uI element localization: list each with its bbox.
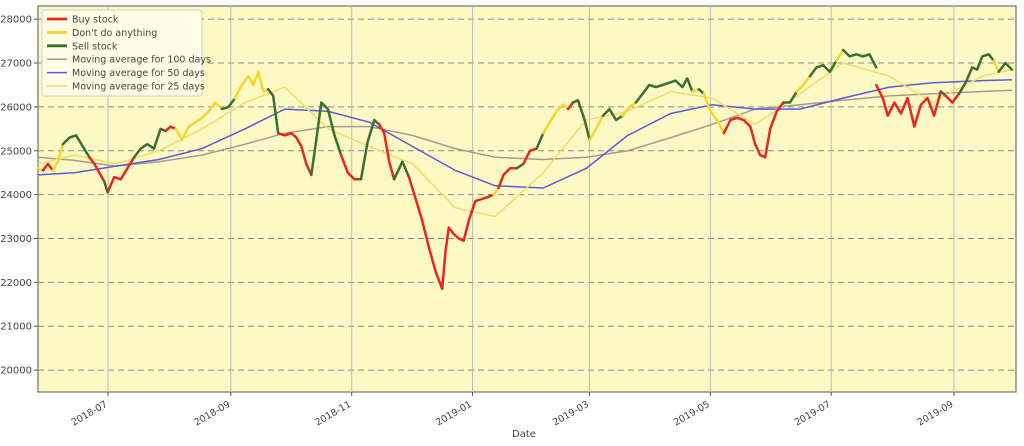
x-tick-label: 2018-07 (70, 399, 110, 428)
price-segment-buy (522, 147, 538, 166)
price-segment-hold (835, 48, 845, 63)
price-segment-buy (497, 167, 518, 190)
y-tick-label: 27000 (0, 59, 32, 70)
price-segment-sell (359, 118, 381, 181)
price-segment-buy (276, 131, 313, 177)
price-segment-sell (957, 53, 996, 95)
price-segment-buy (339, 153, 363, 181)
price-segment-sell (392, 160, 411, 181)
legend-label-ma100: Moving average for 100 days (72, 55, 211, 66)
price-segment-buy (566, 101, 575, 111)
y-tick-label: 21000 (0, 322, 32, 333)
price-segment-sell (535, 131, 545, 150)
price-segment-sell (782, 90, 798, 104)
price-segment-buy (377, 123, 396, 181)
price-signal-lines (36, 48, 1014, 291)
legend-label-ma50: Moving average for 50 days (72, 68, 205, 79)
price-segment-hold (621, 101, 638, 117)
gridlines (38, 6, 1016, 392)
y-tick-label: 28000 (0, 15, 32, 26)
y-axis: 20000 21000 22000 23000 24000 25000 26000 27000… (0, 15, 38, 377)
legend-label-hold: Don't do anything (72, 28, 157, 39)
price-segment-hold (51, 142, 65, 172)
price-segment-hold (702, 92, 726, 135)
moving-average-lines (37, 62, 1013, 218)
x-tick-label: 2019-07 (793, 399, 833, 428)
x-axis-label: Date (512, 429, 536, 440)
price-segment-hold (233, 70, 270, 100)
price-segment-hold (492, 186, 500, 196)
y-tick-label: 23000 (0, 234, 32, 245)
price-segment-sell (132, 127, 167, 159)
price-segment-buy (88, 156, 106, 183)
price-segment-sell (515, 162, 525, 170)
line-ma100 (37, 89, 1013, 167)
y-tick-label: 22000 (0, 278, 32, 289)
y-tick-label: 20000 (0, 366, 32, 377)
legend-label-buy: Buy stock (72, 15, 119, 26)
y-tick-label: 24000 (0, 190, 32, 201)
y-tick-label: 25000 (0, 146, 32, 157)
price-segment-hold (541, 103, 570, 135)
x-tick-label: 2019-03 (551, 399, 591, 428)
price-segment-buy (722, 101, 785, 159)
price-segment-sell (266, 88, 280, 135)
x-tick-label: 2019-01 (434, 399, 474, 428)
price-segment-hold (174, 101, 224, 142)
x-tick-label: 2018-11 (313, 399, 353, 428)
legend: Buy stock Don't do anything Sell stock Movi… (41, 9, 211, 97)
x-tick-label: 2018-09 (192, 399, 232, 428)
price-segment-sell (808, 59, 838, 78)
y-tick-label: 26000 (0, 102, 32, 113)
legend-box (41, 9, 203, 97)
price-segment-sell (310, 101, 343, 177)
price-segment-sell (601, 107, 624, 122)
price-segment-hold (795, 74, 812, 93)
line-ma50 (37, 78, 1013, 189)
price-segment-buy (41, 162, 55, 172)
price-segment-sell (571, 99, 591, 142)
price-segment-buy (106, 156, 136, 194)
price-segment-hold (588, 114, 605, 142)
price-segment-buy (874, 83, 943, 128)
x-tick-label: 2019-09 (916, 399, 956, 428)
price-segment-buy (407, 175, 495, 291)
price-segment-sell (634, 77, 694, 104)
price-segment-sell (61, 134, 91, 159)
price-segment-sell (841, 48, 878, 69)
legend-label-ma25: Moving average for 25 days (72, 82, 205, 93)
price-segment-sell (220, 96, 237, 111)
line-ma25 (37, 62, 1013, 218)
price-segment-buy (944, 92, 961, 104)
x-tick-label: 2019-05 (672, 399, 712, 428)
x-axis: 2018-07 2018-09 2018-11 2019-01 2019-03 2019-… (70, 392, 956, 428)
price-segment-hold (992, 59, 1000, 74)
legend-label-sell: Sell stock (72, 41, 118, 52)
price-segment-buy (164, 125, 177, 133)
price-segment-sell (997, 61, 1014, 74)
